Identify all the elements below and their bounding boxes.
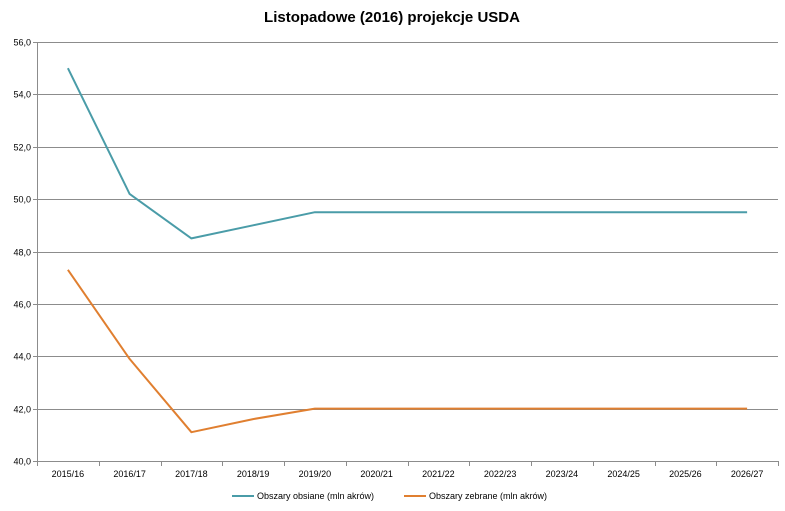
x-tick-label: 2021/22 xyxy=(422,469,455,479)
x-tick-label: 2022/23 xyxy=(484,469,517,479)
legend-label: Obszary zebrane (mln akrów) xyxy=(429,491,547,501)
y-tick-label: 56,0 xyxy=(13,38,31,48)
x-tick-label: 2024/25 xyxy=(607,469,640,479)
y-axis-ticks: 40,0 42,0 44,0 46,0 48,0 50,0 52,0 54,0 56,0 xyxy=(13,38,37,467)
axes xyxy=(37,42,778,462)
y-tick-label: 46,0 xyxy=(13,300,31,310)
x-tick-label: 2023/24 xyxy=(546,469,579,479)
x-tick-label: 2025/26 xyxy=(669,469,702,479)
x-tick-label: 2026/27 xyxy=(731,469,764,479)
x-tick-label: 2016/17 xyxy=(113,469,146,479)
x-tick-label: 2017/18 xyxy=(175,469,208,479)
y-tick-label: 50,0 xyxy=(13,195,31,205)
y-tick-label: 40,0 xyxy=(13,457,31,467)
x-axis-ticks: 2015/16 2016/17 2017/18 2018/19 2019/20 2020/… xyxy=(37,461,779,479)
x-tick-label: 2020/21 xyxy=(360,469,393,479)
y-tick-label: 52,0 xyxy=(13,143,31,153)
chart-title: Listopadowe (2016) projekcje USDA xyxy=(264,9,520,26)
series-lines xyxy=(67,67,748,434)
y-tick-label: 54,0 xyxy=(13,90,31,100)
x-tick-label: 2018/19 xyxy=(237,469,270,479)
gridlines xyxy=(37,42,778,410)
y-tick-label: 42,0 xyxy=(13,405,31,415)
x-tick-label: 2019/20 xyxy=(299,469,332,479)
x-tick-label: 2015/16 xyxy=(52,469,85,479)
y-tick-label: 48,0 xyxy=(13,248,31,258)
y-tick-label: 44,0 xyxy=(13,352,31,362)
series-line-2 xyxy=(67,269,748,434)
legend: Obszary obsiane (mln akrów) Obszary zebra… xyxy=(232,491,547,501)
series-line-1 xyxy=(67,67,748,240)
legend-label: Obszary obsiane (mln akrów) xyxy=(257,491,374,501)
